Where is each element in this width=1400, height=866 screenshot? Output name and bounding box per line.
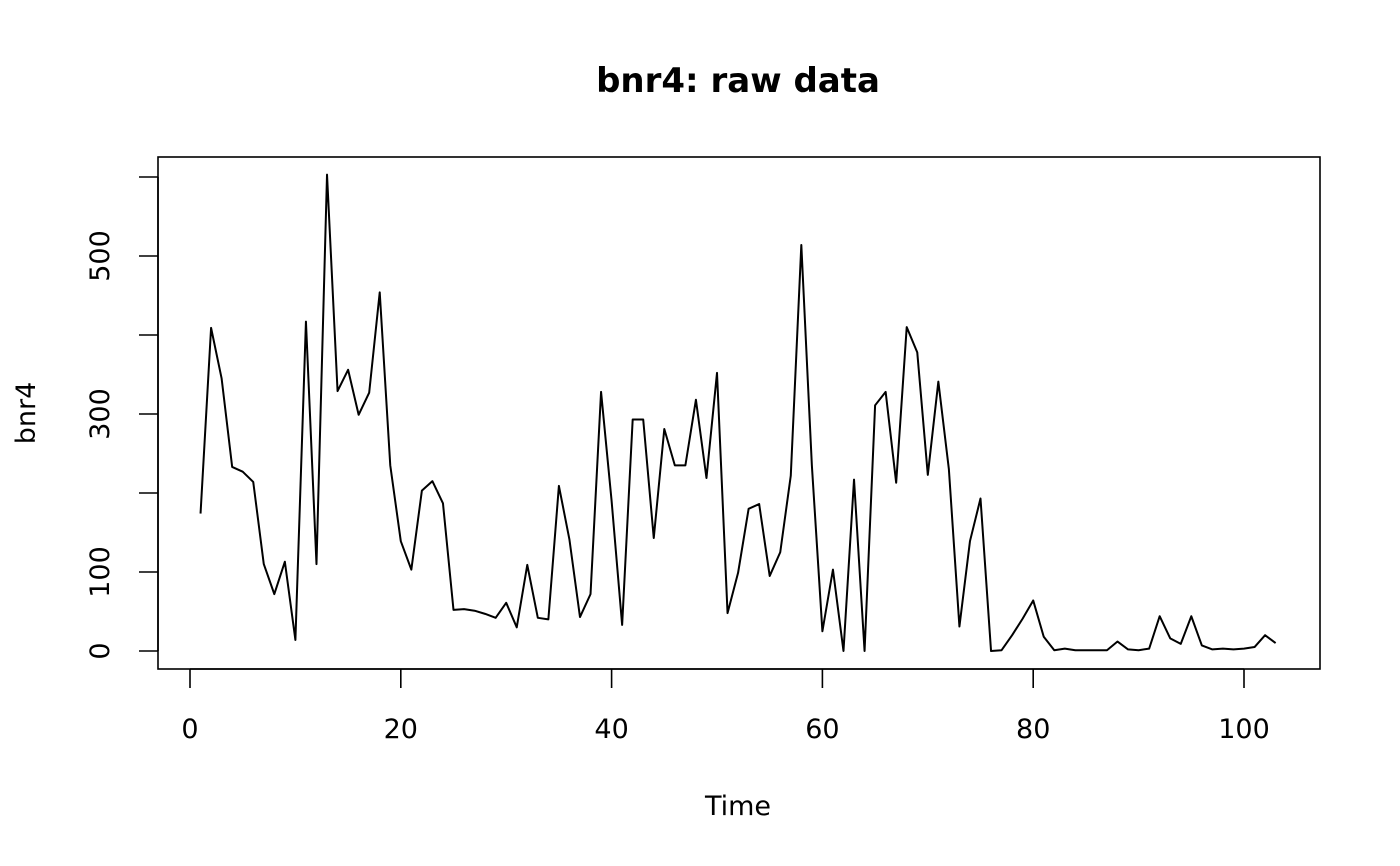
y-tick-label: 0 — [85, 642, 116, 659]
x-tick-label: 0 — [181, 714, 198, 745]
series-line — [199, 173, 1277, 652]
plot-area-frame — [157, 156, 1321, 670]
x-axis: 0 20 40 60 80 100 — [181, 668, 1270, 745]
y-axis-label: bnr4 — [11, 382, 42, 445]
y-tick-label: 100 — [85, 546, 116, 598]
x-tick-label: 60 — [805, 714, 839, 745]
x-tick-label: 80 — [1016, 714, 1050, 745]
y-tick-label: 500 — [85, 230, 116, 282]
y-axis: 0 100 300 500 — [85, 176, 159, 660]
y-tick-label: 300 — [85, 388, 116, 440]
x-tick-label: 20 — [384, 714, 418, 745]
chart-title: bnr4: raw data — [596, 61, 880, 101]
x-tick-label: 100 — [1218, 714, 1270, 745]
x-tick-label: 40 — [594, 714, 628, 745]
x-axis-label: Time — [704, 791, 771, 822]
